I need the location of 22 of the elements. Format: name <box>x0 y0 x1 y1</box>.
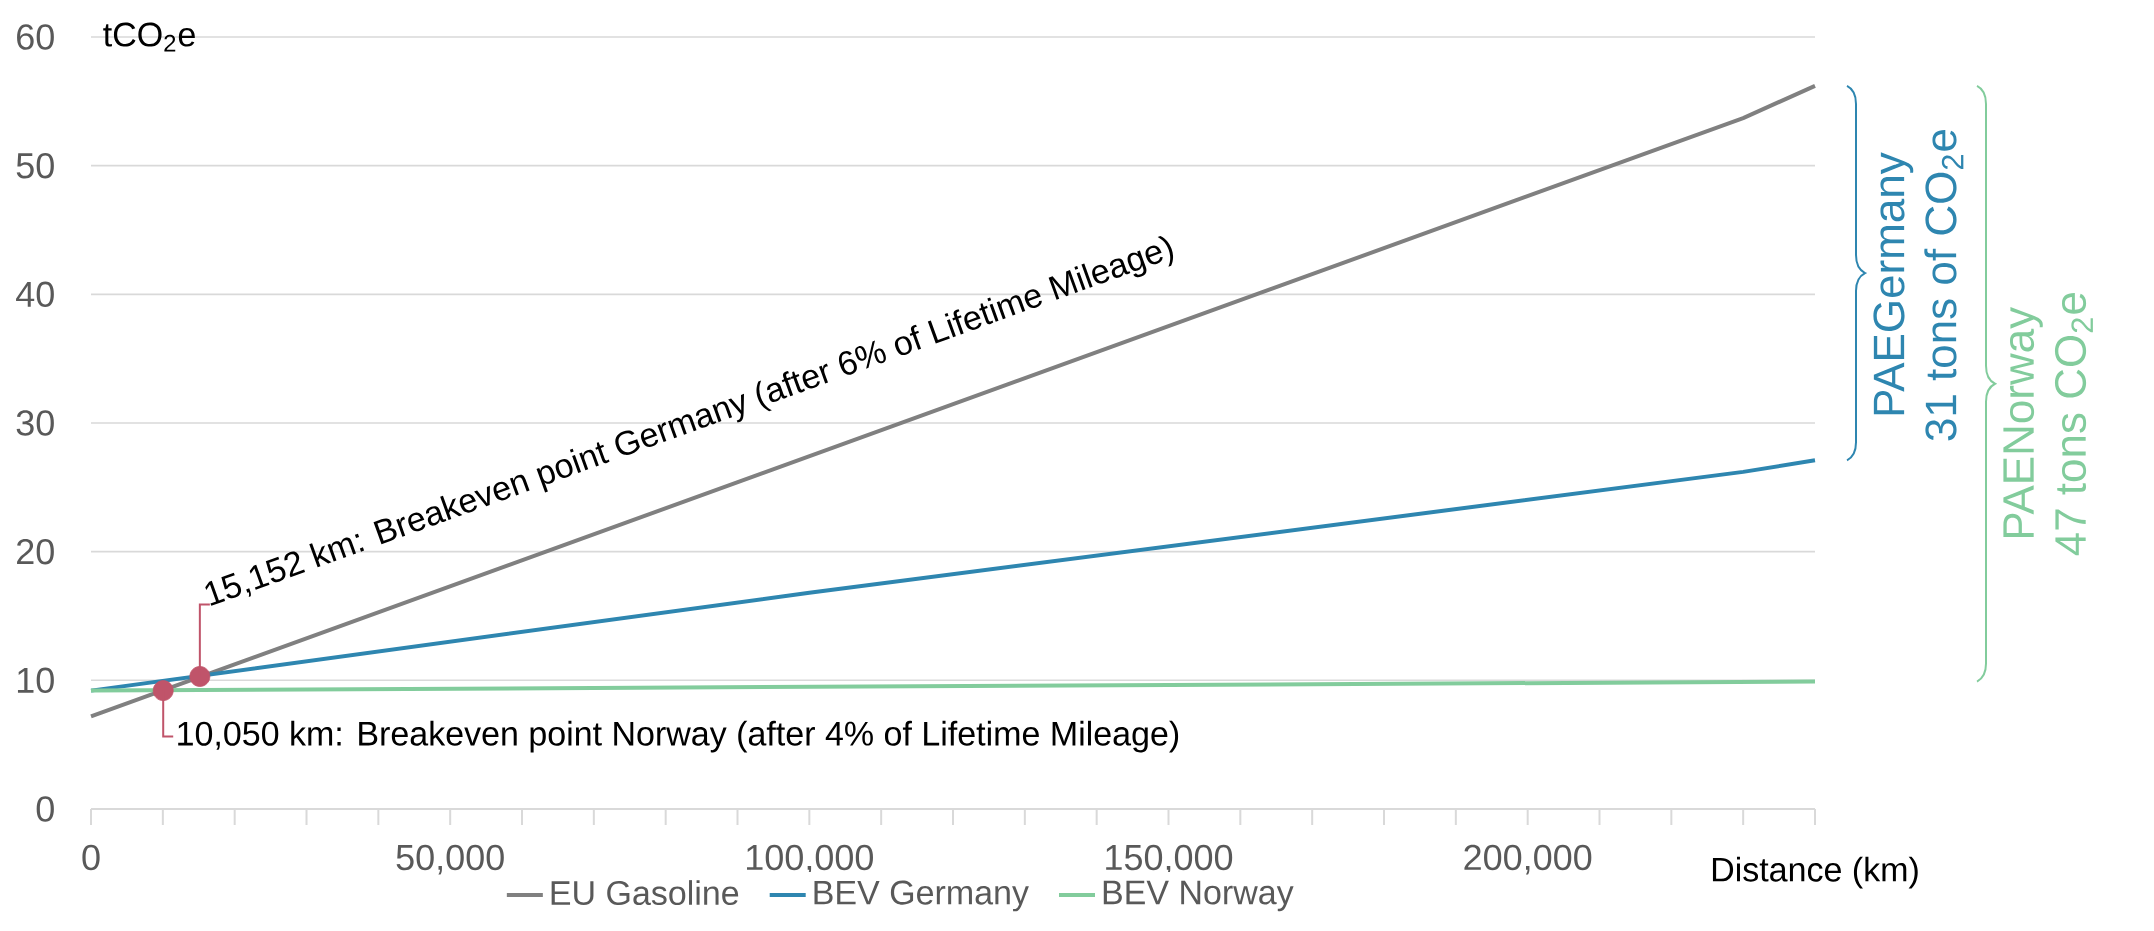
x-axis-title: Distance (km) <box>1712 856 1918 889</box>
y-tick-label: 60 <box>17 24 54 50</box>
y-tick-label: 20 <box>17 538 54 565</box>
x-tick-label: 150,000 <box>1106 844 1233 875</box>
x-tick-label: 100,000 <box>747 844 873 875</box>
y-tick-label: 0 <box>36 796 54 822</box>
x-tick-label: 200,000 <box>1464 844 1592 875</box>
y-tick-label: 30 <box>16 410 54 436</box>
y-tick-label: 10 <box>17 667 54 694</box>
annotation: 10,050 km: Breakeven point Norway (after 4% of Lifetime Mileage) <box>178 720 1179 753</box>
y-tick-label: 50 <box>16 152 54 179</box>
legend-label: BEV Norway <box>1103 880 1294 912</box>
y-tick-label: 40 <box>16 281 54 308</box>
text: PAEGermany <box>1873 152 1914 415</box>
legend-label: EU Gasoline <box>551 880 739 906</box>
text: 31 tons of CO$_{2}$e <box>1924 130 1964 441</box>
text: 47 tons CO$_{2}$e <box>2054 293 2093 556</box>
text: PAENorway <box>2003 306 2043 538</box>
x-tick-label: 0 <box>82 844 100 871</box>
y-axis-title: tCO$_{2}$e <box>103 22 195 52</box>
x-tick-label: 50,000 <box>396 844 504 875</box>
legend-label: BEV Germany <box>814 880 1029 912</box>
